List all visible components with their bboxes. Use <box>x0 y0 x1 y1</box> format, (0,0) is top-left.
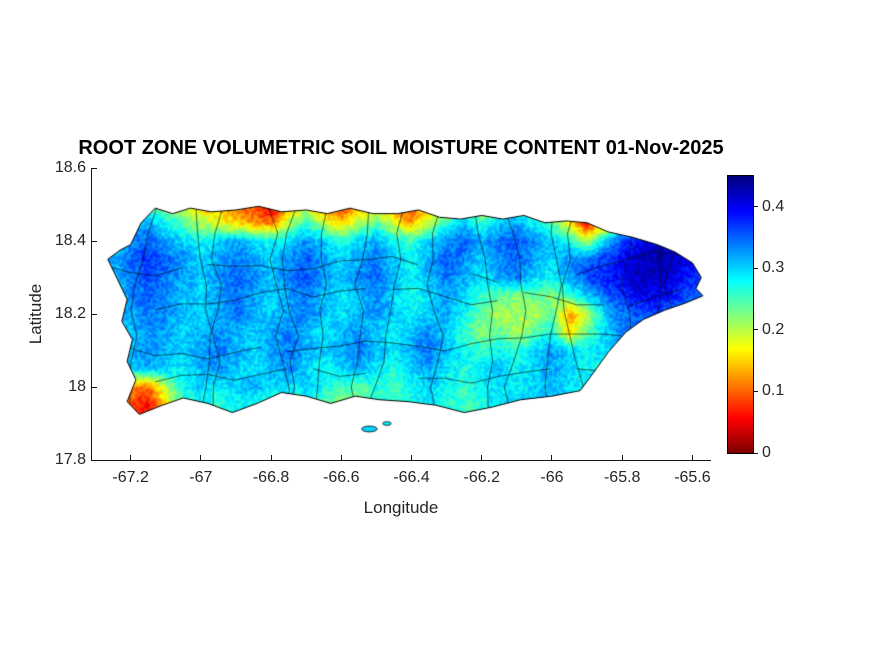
x-tick-label: -66 <box>540 469 564 486</box>
colorbar-tick-mark <box>754 206 758 208</box>
colorbar-tick-label: 0.3 <box>762 259 785 277</box>
x-axis-label: Longitude <box>363 498 439 517</box>
x-tick-label: -66.8 <box>252 469 290 486</box>
y-tick-label: 18.4 <box>54 232 86 249</box>
x-tick-mark <box>200 455 202 460</box>
x-tick-label: -67.2 <box>112 469 149 486</box>
colorbar-tick-label: 0.4 <box>762 197 785 215</box>
y-tick-mark <box>92 313 97 315</box>
colorbar-tick-label: 0 <box>762 444 771 461</box>
y-tick-mark <box>92 386 97 388</box>
y-tick-label: 18.2 <box>54 305 86 322</box>
colorbar-tick-mark <box>754 452 758 454</box>
x-tick-mark <box>130 455 132 460</box>
colorbar-tick-mark <box>754 390 758 392</box>
x-axis-line <box>91 460 711 461</box>
x-tick-mark <box>551 455 553 460</box>
y-tick-label: 18.6 <box>54 159 86 176</box>
y-axis-line <box>91 168 92 461</box>
x-tick-label: -66.2 <box>463 469 500 486</box>
colorbar-tick-mark <box>754 267 758 269</box>
x-tick-label: -65.6 <box>674 469 711 486</box>
x-tick-mark <box>691 455 693 460</box>
colorbar-tick-label: 0.1 <box>762 382 785 400</box>
y-tick-label: 18 <box>68 378 86 395</box>
x-tick-label: -67 <box>189 469 213 486</box>
colorbar-tick-mark <box>754 329 758 331</box>
y-tick-mark <box>92 459 97 461</box>
y-tick-mark <box>92 240 97 242</box>
y-tick-mark <box>92 167 97 169</box>
x-tick-label: -66.6 <box>323 469 360 486</box>
y-tick-label: 17.8 <box>54 451 86 468</box>
x-tick-label: -65.8 <box>603 469 641 486</box>
x-tick-mark <box>411 455 413 460</box>
soil-moisture-map <box>92 168 710 460</box>
x-tick-label: -66.4 <box>393 469 430 486</box>
colorbar <box>727 175 754 454</box>
x-tick-mark <box>340 455 342 460</box>
x-tick-mark <box>481 455 483 460</box>
chart-title: ROOT ZONE VOLUMETRIC SOIL MOISTURE CONTE… <box>78 137 724 159</box>
x-tick-mark <box>621 455 623 460</box>
colorbar-tick-label: 0.2 <box>762 320 785 338</box>
x-tick-mark <box>270 455 272 460</box>
